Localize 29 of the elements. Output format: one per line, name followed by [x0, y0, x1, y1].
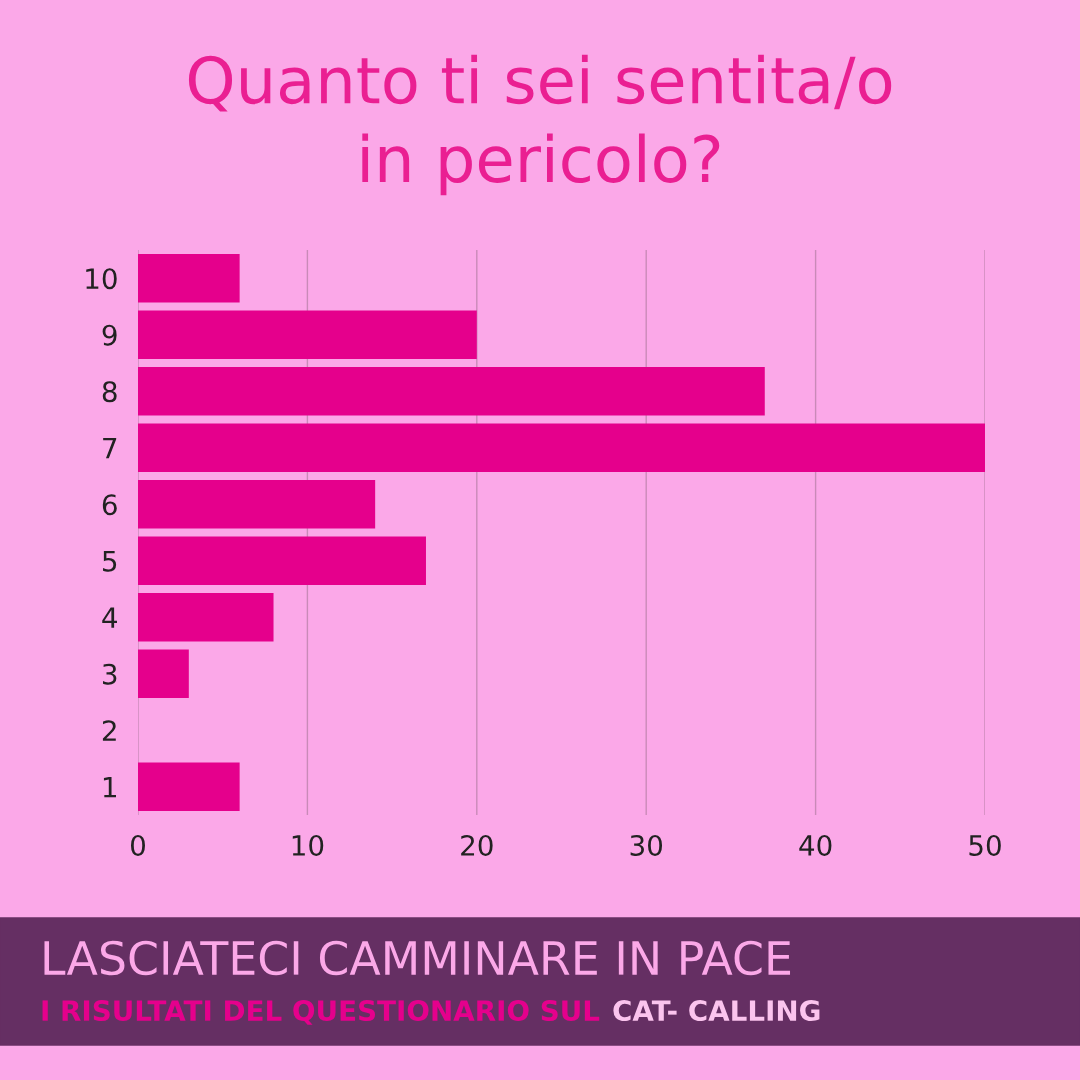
bar — [138, 479, 376, 529]
bar — [138, 762, 240, 812]
chart-title: Quanto ti sei sentita/o in pericolo? — [188, 54, 892, 196]
y-tick-label: 6 — [102, 494, 117, 516]
bar — [138, 592, 274, 642]
x-tick-label: 0 — [130, 834, 145, 856]
y-tick-label: 7 — [103, 438, 117, 459]
y-tick-label: 4 — [102, 607, 117, 628]
x-tick-label: 30 — [630, 834, 663, 856]
y-tick-label: 9 — [102, 324, 117, 346]
y-tick-label: 5 — [103, 551, 117, 572]
text: CAT- CALLING — [613, 1000, 820, 1022]
text: LASCIATECI CAMMINARE IN PACE — [44, 940, 791, 976]
bar — [138, 649, 189, 699]
bar — [138, 536, 426, 586]
bar — [138, 310, 477, 360]
x-tick-label: 50 — [969, 834, 1001, 856]
y-tick-label: 1 — [103, 777, 116, 798]
x-tick-label: 10 — [292, 834, 324, 856]
bar — [138, 253, 240, 303]
y-tick-label: 3 — [103, 663, 117, 685]
x-tick-label: 40 — [799, 834, 832, 856]
bar — [138, 366, 765, 416]
y-tick-label: 10 — [86, 268, 117, 290]
text: I RISULTATI DEL QUESTIONARIO SUL — [42, 1000, 600, 1025]
x-tick-label: 20 — [461, 834, 493, 856]
bar — [138, 423, 985, 473]
y-tick-label: 8 — [102, 381, 117, 403]
y-tick-label: 2 — [102, 720, 116, 741]
